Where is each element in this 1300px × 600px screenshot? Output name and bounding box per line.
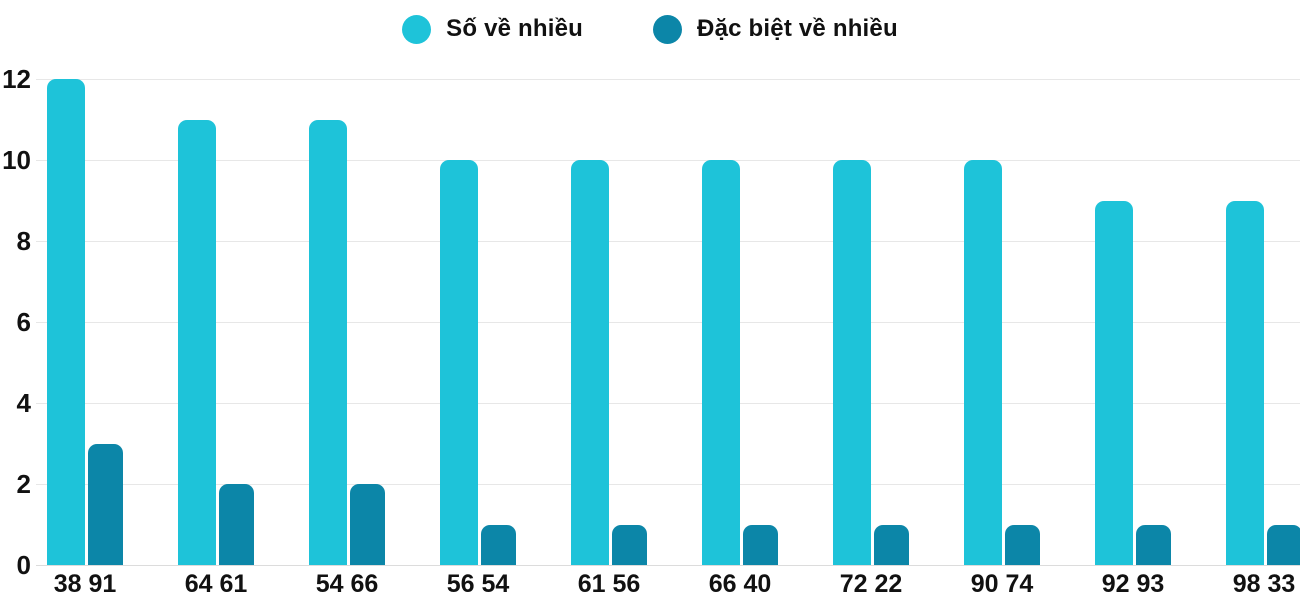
bar-dac-biet-ve-nhieu-56-54[interactable] (481, 524, 516, 565)
bar-dac-biet-ve-nhieu-72-22[interactable] (874, 524, 909, 565)
legend-swatch-so-ve-nhieu-icon (402, 14, 432, 44)
bar-so-ve-nhieu-64-61[interactable] (178, 119, 216, 565)
gridline-y-4 (36, 403, 1300, 404)
y-axis-tick-6: 6 (16, 307, 31, 337)
bar-so-ve-nhieu-72-22[interactable] (833, 160, 871, 565)
y-axis-tick-10: 10 (2, 145, 31, 175)
legend-item-so-ve-nhieu[interactable]: Số về nhiều (402, 14, 584, 44)
bar-so-ve-nhieu-98-33[interactable] (1226, 200, 1264, 565)
bar-dac-biet-ve-nhieu-66-40[interactable] (743, 524, 778, 565)
bar-so-ve-nhieu-56-54[interactable] (440, 160, 478, 565)
bar-dac-biet-ve-nhieu-54-66[interactable] (350, 484, 385, 565)
gridline-y-2 (36, 484, 1300, 485)
gridline-y-8 (36, 241, 1300, 242)
bar-dac-biet-ve-nhieu-64-61[interactable] (219, 484, 254, 565)
x-axis-baseline (36, 565, 1300, 566)
bar-dac-biet-ve-nhieu-90-74[interactable] (1005, 524, 1040, 565)
x-axis-label-92-93: 92 93 (1101, 570, 1165, 598)
x-axis-label-61-56: 61 56 (577, 570, 641, 598)
x-axis-label-38-91: 38 91 (53, 570, 117, 598)
y-axis-tick-4: 4 (16, 388, 31, 418)
y-axis-tick-12: 12 (2, 64, 31, 94)
bar-so-ve-nhieu-61-56[interactable] (571, 160, 609, 565)
y-axis-tick-8: 8 (16, 226, 31, 256)
gridline-y-6 (36, 322, 1300, 323)
bar-dac-biet-ve-nhieu-92-93[interactable] (1136, 524, 1171, 565)
y-axis-tick-2: 2 (16, 469, 31, 499)
x-axis-label-56-54: 56 54 (446, 570, 510, 598)
x-axis-label-64-61: 64 61 (184, 570, 248, 598)
legend-swatch-dac-biet-ve-nhieu-icon (653, 14, 683, 44)
bar-dac-biet-ve-nhieu-61-56[interactable] (612, 524, 647, 565)
bar-dac-biet-ve-nhieu-38-91[interactable] (88, 443, 123, 565)
gridline-y-10 (36, 160, 1300, 161)
chart-legend: Số về nhiều Đặc biệt về nhiều (0, 11, 1300, 47)
bar-so-ve-nhieu-38-91[interactable] (47, 79, 85, 565)
x-axis-label-54-66: 54 66 (315, 570, 379, 598)
bar-so-ve-nhieu-92-93[interactable] (1095, 200, 1133, 565)
y-axis-tick-0: 0 (16, 550, 31, 580)
bar-so-ve-nhieu-66-40[interactable] (702, 160, 740, 565)
x-axis-label-90-74: 90 74 (970, 570, 1034, 598)
legend-label-so-ve-nhieu: Số về nhiều (446, 15, 584, 42)
bar-so-ve-nhieu-90-74[interactable] (964, 160, 1002, 565)
x-axis-label-98-33: 98 33 (1232, 570, 1296, 598)
bar-so-ve-nhieu-54-66[interactable] (309, 119, 347, 565)
gridline-y-12 (36, 79, 1300, 80)
legend-label-dac-biet-ve-nhieu: Đặc biệt về nhiều (697, 15, 898, 42)
bar-dac-biet-ve-nhieu-98-33[interactable] (1267, 524, 1300, 565)
x-axis-label-72-22: 72 22 (839, 570, 903, 598)
legend-item-dac-biet-ve-nhieu[interactable]: Đặc biệt về nhiều (653, 14, 898, 44)
x-axis-label-66-40: 66 40 (708, 570, 772, 598)
